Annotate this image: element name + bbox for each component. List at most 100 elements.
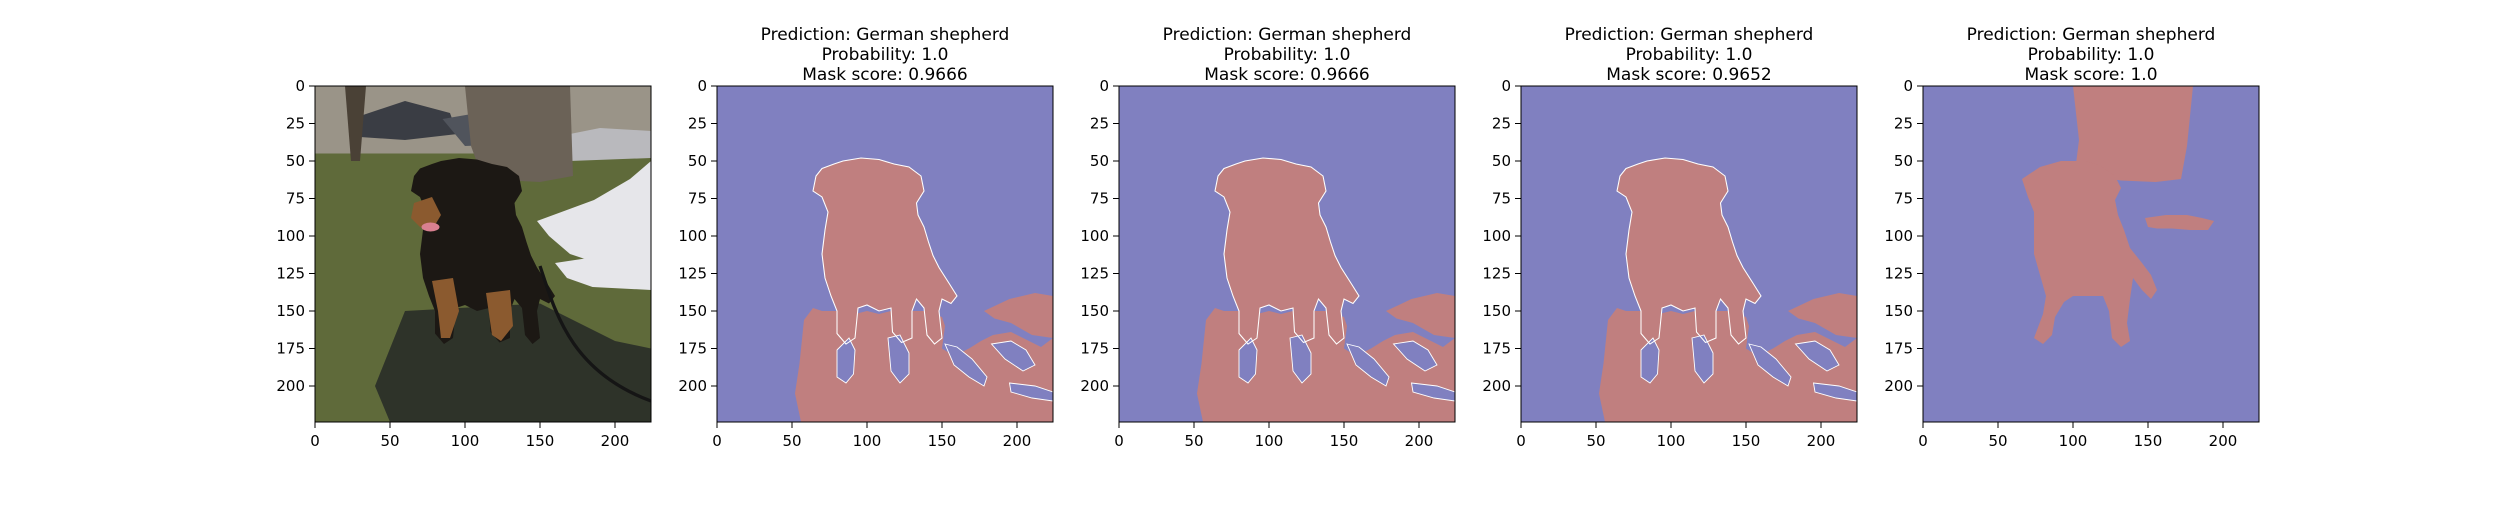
y-tick-label: 50 <box>688 152 707 170</box>
x-tick-label: 100 <box>1657 432 1686 450</box>
y-tick-label: 200 <box>1482 377 1511 395</box>
y-tick-label: 75 <box>1090 190 1109 208</box>
x-tick-label: 100 <box>451 432 480 450</box>
y-tick-label: 0 <box>1903 77 1913 95</box>
panel-title-line: Probability: 1.0 <box>2028 45 2155 65</box>
axes-frame <box>1922 85 2260 423</box>
y-tick-label: 175 <box>1482 340 1511 358</box>
panel-title-line: Prediction: German shepherd <box>761 25 1010 45</box>
mask-foreground-region <box>984 293 1053 338</box>
mask-foreground-region <box>813 158 957 344</box>
y-tick-label: 0 <box>1501 77 1511 95</box>
panel-title-line: Probability: 1.0 <box>1224 45 1351 65</box>
y-tick-label: 150 <box>1080 302 1109 320</box>
x-tick-label: 100 <box>853 432 882 450</box>
segmentation-mask <box>1923 86 2259 422</box>
mask-foreground-region <box>1788 293 1857 338</box>
photo-car <box>555 128 651 161</box>
y-tick-label: 100 <box>1482 227 1511 245</box>
y-tick-label: 125 <box>1482 265 1511 283</box>
mask-foreground-region <box>1599 308 1857 422</box>
y-tick-label: 25 <box>1090 115 1109 133</box>
mask-hole <box>1640 337 1660 384</box>
x-tick-label: 50 <box>1988 432 2007 450</box>
axes-frame <box>716 85 1054 423</box>
x-tick-label: 0 <box>310 432 320 450</box>
panel-3: Prediction: German shepherdProbability: … <box>1080 25 1456 450</box>
panel-2: Prediction: German shepherdProbability: … <box>678 25 1054 450</box>
y-tick-label: 200 <box>1884 377 1913 395</box>
y-tick-label: 50 <box>1894 152 1913 170</box>
y-tick-label: 50 <box>1492 152 1511 170</box>
photo-sleeve <box>555 254 651 290</box>
x-tick-label: 50 <box>1184 432 1203 450</box>
mask-foreground-region <box>795 308 1053 422</box>
photo-dog-tongue <box>421 222 440 232</box>
input-photo <box>315 86 651 422</box>
mask-hole <box>1346 343 1390 387</box>
x-tick-label: 200 <box>2209 432 2238 450</box>
y-tick-label: 125 <box>1884 265 1913 283</box>
panel-title-line: Mask score: 0.9666 <box>802 65 967 85</box>
panel-title-line: Probability: 1.0 <box>1626 45 1753 65</box>
y-tick-label: 200 <box>1080 377 1109 395</box>
mask-hole <box>1008 382 1053 402</box>
mask-foreground-region <box>1215 158 1359 344</box>
panel-5: Prediction: German shepherdProbability: … <box>1884 25 2260 450</box>
y-tick-label: 150 <box>678 302 707 320</box>
panel-4: Prediction: German shepherdProbability: … <box>1482 25 1858 450</box>
y-tick-label: 75 <box>286 190 305 208</box>
mask-hole <box>887 334 910 384</box>
y-tick-label: 25 <box>286 115 305 133</box>
y-tick-label: 50 <box>1090 152 1109 170</box>
y-tick-label: 175 <box>678 340 707 358</box>
y-tick-label: 175 <box>1884 340 1913 358</box>
x-tick-label: 100 <box>2059 432 2088 450</box>
y-tick-label: 25 <box>688 115 707 133</box>
photo-leash <box>538 265 651 403</box>
axes-frame <box>314 85 652 423</box>
y-tick-label: 200 <box>276 377 305 395</box>
y-tick-label: 175 <box>1080 340 1109 358</box>
y-tick-label: 100 <box>1884 227 1913 245</box>
panel-title-line: Mask score: 0.9652 <box>1606 65 1771 85</box>
mask-foreground-region <box>1197 308 1455 422</box>
mask-hole <box>944 343 988 387</box>
y-tick-label: 125 <box>1080 265 1109 283</box>
mask-hole <box>1794 340 1840 372</box>
y-tick-label: 100 <box>1080 227 1109 245</box>
y-tick-label: 75 <box>1894 190 1913 208</box>
x-tick-label: 200 <box>1003 432 1032 450</box>
y-tick-label: 200 <box>678 377 707 395</box>
photo-jacket <box>537 161 651 269</box>
mask-hole <box>1392 340 1438 372</box>
mask-hole <box>1748 343 1792 387</box>
x-tick-label: 150 <box>928 432 957 450</box>
x-tick-label: 0 <box>712 432 722 450</box>
segmentation-mask <box>1521 86 1857 422</box>
x-tick-label: 0 <box>1516 432 1526 450</box>
panel-title-line: Mask score: 1.0 <box>2024 65 2157 85</box>
photo-dog-muzzle <box>411 197 441 230</box>
x-tick-label: 150 <box>526 432 555 450</box>
y-tick-label: 75 <box>1492 190 1511 208</box>
y-tick-label: 0 <box>697 77 707 95</box>
segmentation-mask <box>717 86 1053 422</box>
x-tick-label: 50 <box>380 432 399 450</box>
axes-frame <box>1118 85 1456 423</box>
y-tick-label: 25 <box>1492 115 1511 133</box>
mask-foreground-region <box>2022 161 2157 347</box>
x-tick-label: 0 <box>1114 432 1124 450</box>
y-tick-label: 100 <box>678 227 707 245</box>
y-tick-label: 150 <box>1482 302 1511 320</box>
y-tick-label: 125 <box>678 265 707 283</box>
x-tick-label: 50 <box>782 432 801 450</box>
mask-contour <box>1616 157 1762 345</box>
x-tick-label: 150 <box>2134 432 2163 450</box>
mask-hole <box>1289 334 1312 384</box>
mask-contour <box>1214 157 1360 345</box>
y-tick-label: 0 <box>295 77 305 95</box>
y-tick-label: 175 <box>276 340 305 358</box>
